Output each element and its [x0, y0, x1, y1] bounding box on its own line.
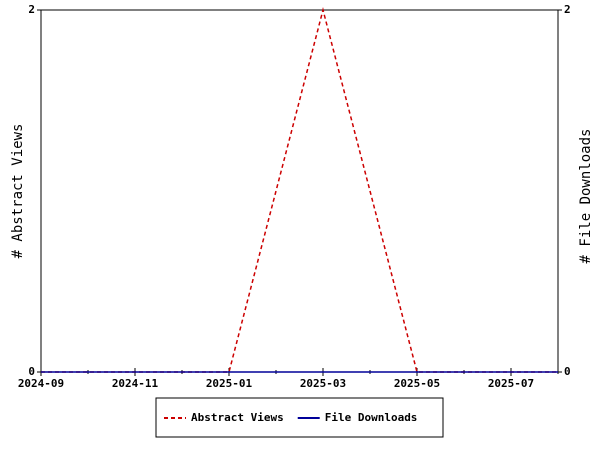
y-tick-label: 2: [28, 3, 35, 16]
legend-label: Abstract Views: [191, 411, 284, 424]
legend: Abstract Views File Downloads: [155, 397, 444, 438]
y-tick-label: 0: [28, 365, 35, 378]
y2-tick-label: 0: [564, 365, 571, 378]
x-tick-label: 2024-11: [112, 377, 159, 390]
x-tick-label: 2025-07: [488, 377, 534, 390]
series-line: [41, 7, 558, 373]
plot-frame: [40, 9, 559, 373]
x-tick-label: 2024-09: [18, 377, 64, 390]
x-tick-label: 2025-05: [394, 377, 440, 390]
y-axis-title: # Abstract Views: [10, 124, 26, 259]
y2-axis-title: # File Downloads: [578, 129, 594, 264]
x-tick-label: 2025-01: [206, 377, 253, 390]
legend-label: File Downloads: [325, 411, 418, 424]
y2-tick-label: 2: [564, 3, 571, 16]
x-tick-label: 2025-03: [300, 377, 346, 390]
